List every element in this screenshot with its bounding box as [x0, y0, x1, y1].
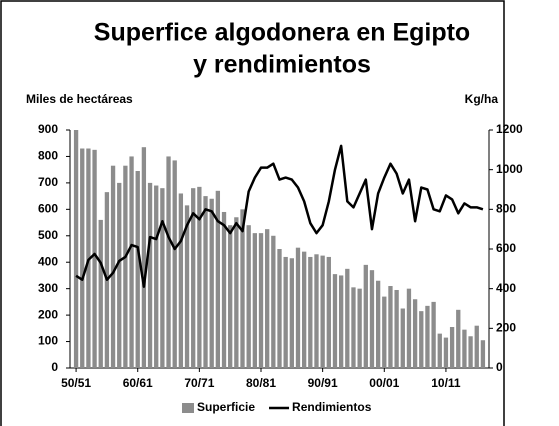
y-tick-label: 500: [38, 228, 58, 242]
bar: [141, 147, 147, 368]
bar: [449, 327, 455, 368]
bar: [197, 186, 202, 368]
bar: [184, 205, 190, 368]
bar: [382, 296, 387, 368]
bar: [166, 156, 171, 368]
y-tick-label: 0: [51, 360, 58, 374]
x-tick-label: 50/51: [61, 376, 91, 390]
bar: [412, 299, 418, 368]
bar: [271, 235, 276, 368]
y-tick-label: 800: [38, 149, 58, 163]
bar: [258, 233, 264, 368]
y2-tick-label: 0: [496, 360, 503, 374]
bar: [203, 196, 208, 368]
y-axis-label: Miles de hectáreas: [26, 92, 133, 106]
x-tick-label: 70/71: [184, 376, 214, 390]
bar: [425, 305, 430, 368]
bar: [332, 274, 338, 368]
bar: [228, 225, 233, 368]
bar: [92, 149, 97, 368]
bar: [240, 209, 245, 368]
bar: [117, 182, 122, 368]
legend-label: Rendimientos: [292, 400, 372, 414]
y-tick-label: 300: [38, 281, 58, 295]
bar: [252, 233, 258, 368]
bar: [246, 225, 251, 368]
bar: [320, 255, 325, 368]
y2-tick-label: 200: [496, 321, 516, 335]
bar: [388, 286, 393, 368]
x-tick-label: 10/11: [431, 376, 461, 390]
bar: [123, 165, 128, 368]
bar: [431, 301, 436, 368]
legend-label: Superficie: [197, 400, 255, 414]
chart-frame: [0, 0, 505, 426]
bar: [80, 148, 85, 368]
y-tick-label: 400: [38, 254, 58, 268]
bar: [110, 165, 116, 368]
x-tick-label: 90/91: [308, 376, 338, 390]
bar: [375, 280, 381, 368]
bar: [338, 275, 344, 368]
bar: [456, 309, 461, 368]
y2-tick-label: 400: [496, 281, 516, 295]
x-tick-label: 60/61: [123, 376, 153, 390]
y2-tick-label: 1000: [496, 162, 523, 176]
y-tick-label: 200: [38, 307, 58, 321]
bar: [129, 156, 134, 368]
y-tick-label: 900: [38, 122, 58, 136]
bar: [234, 217, 239, 368]
y2-tick-label: 800: [496, 202, 516, 216]
bar: [265, 229, 270, 368]
y-tick-label: 700: [38, 175, 58, 189]
bar: [369, 270, 375, 368]
bar: [135, 170, 140, 368]
bar: [215, 190, 221, 368]
bar: [474, 325, 479, 368]
bar: [221, 211, 227, 368]
y-tick-label: 100: [38, 334, 58, 348]
bar: [209, 198, 214, 368]
bar: [308, 256, 313, 368]
bar: [419, 311, 424, 368]
bar: [98, 219, 103, 368]
line-series: [75, 144, 484, 288]
chart-title: y rendimientos: [193, 51, 371, 79]
bar: [400, 308, 405, 368]
bar: [301, 251, 307, 368]
bar: [154, 185, 159, 368]
bar: [191, 188, 196, 368]
bar: [147, 182, 153, 368]
bar: [443, 337, 449, 368]
bar: [437, 333, 442, 368]
bar: [326, 256, 331, 368]
bar: [468, 336, 473, 368]
y2-tick-label: 600: [496, 241, 516, 255]
bar: [73, 130, 79, 368]
bar: [283, 256, 288, 368]
y-tick-label: 600: [38, 202, 58, 216]
bar: [295, 247, 301, 368]
bar: [160, 188, 165, 368]
y2-axis-label: Kg/ha: [465, 92, 499, 106]
bar: [172, 160, 177, 368]
bar: [277, 249, 282, 368]
bar: [406, 288, 412, 368]
bar: [345, 268, 350, 368]
bar: [351, 287, 356, 368]
x-tick-label: 00/01: [369, 376, 399, 390]
x-tick-label: 80/81: [246, 376, 276, 390]
bar: [394, 289, 399, 368]
legend-swatch: [182, 403, 194, 413]
bar: [178, 193, 184, 368]
chart-title: Superfice algodonera en Egipto: [94, 19, 470, 47]
bar: [462, 329, 467, 368]
bar: [314, 254, 319, 368]
bar: [357, 288, 362, 368]
bar: [480, 340, 486, 368]
bar: [363, 264, 368, 368]
bar: [289, 258, 294, 368]
y2-tick-label: 1200: [496, 122, 523, 136]
